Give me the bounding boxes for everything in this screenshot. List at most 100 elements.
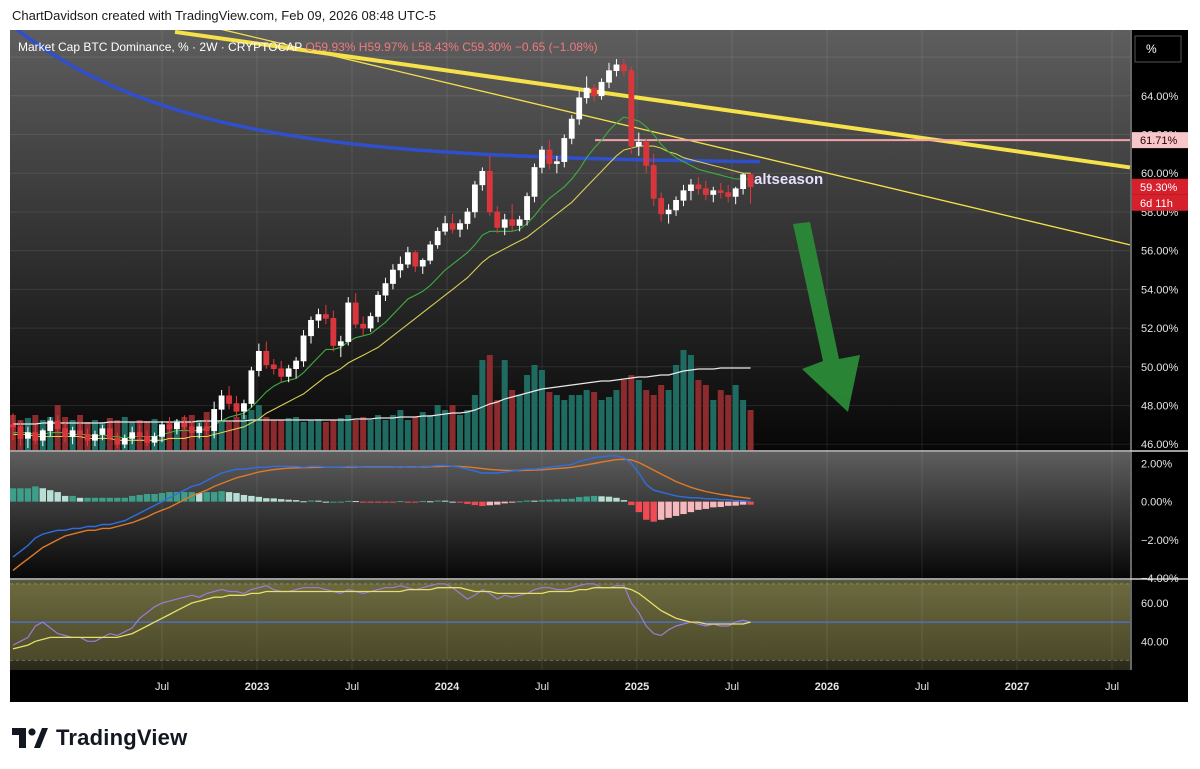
candle-body (390, 269, 396, 284)
volume-bar (293, 417, 300, 450)
candle-body (375, 294, 381, 317)
macd-histogram (10, 486, 754, 522)
candle-body (702, 188, 709, 195)
time-tick-label: Jul (1105, 681, 1119, 693)
macd-histogram-bar (508, 501, 516, 503)
candle-body (293, 360, 299, 370)
candle (635, 132, 642, 156)
macd-tick-label: 0.00% (1141, 497, 1172, 509)
rsi-ma-line (12, 587, 751, 650)
last-price-badge: 59.30% (1140, 182, 1178, 194)
volume-bar (471, 395, 478, 450)
macd-histogram-bar (449, 501, 456, 503)
candle-body (620, 64, 627, 71)
bar-countdown-badge: 6d 11h (1140, 198, 1173, 210)
macd-histogram-bar (330, 501, 337, 503)
candle (278, 360, 285, 383)
volume-bar (270, 420, 277, 450)
macd-histogram-bar (456, 501, 464, 503)
candle-body (524, 196, 530, 220)
candle (181, 415, 188, 431)
candle (337, 335, 344, 358)
volume-bar (479, 360, 486, 450)
volume-bar (583, 390, 590, 450)
candle (710, 186, 717, 203)
ohlc-open: O59.93% (305, 40, 358, 54)
time-tick-label: Jul (535, 681, 549, 693)
candle-body (531, 167, 538, 197)
candle-body (337, 341, 344, 346)
macd-histogram-bar (389, 501, 397, 503)
volume-bar (576, 395, 583, 450)
candle (367, 312, 374, 332)
macd-histogram-bar (605, 496, 613, 502)
candle-body (598, 81, 605, 97)
candle (47, 417, 54, 437)
candle-body (710, 190, 717, 195)
chart-frame[interactable]: altseason Market Cap BTC Dominance, % · 2… (10, 30, 1188, 702)
volume-bar (606, 397, 612, 450)
candle (397, 256, 404, 278)
macd-histogram-bar (501, 501, 508, 504)
candle (54, 415, 61, 433)
candle (576, 90, 583, 125)
volume-bar (732, 385, 739, 450)
volume-bar (248, 410, 255, 450)
volume-bar (449, 405, 456, 450)
macd-histogram-bar (687, 501, 695, 513)
candle (188, 420, 195, 437)
volume-bar (457, 415, 463, 450)
candle (628, 66, 635, 154)
candle-body (606, 70, 612, 83)
time-tick-label: 2025 (625, 681, 649, 693)
volume-bar (352, 420, 359, 450)
tradingview-chart[interactable]: altseason Market Cap BTC Dominance, % · 2… (10, 30, 1188, 702)
candle (315, 308, 322, 329)
macd-histogram-bar (106, 497, 114, 502)
volume-bar (330, 420, 337, 450)
volume-bar (382, 420, 389, 450)
macd-tick-label: −4.00% (1141, 573, 1179, 585)
candle-body (308, 320, 314, 337)
candle-body (680, 190, 687, 201)
price-tick-label: 48.00% (1141, 400, 1179, 412)
candle (39, 428, 46, 447)
macd-histogram-bar (441, 500, 449, 502)
tradingview-logo[interactable]: TradingView (12, 724, 187, 752)
time-axis-background (10, 671, 1188, 702)
macd-histogram-bar (121, 497, 128, 502)
candle-body (285, 368, 292, 377)
candle-body (509, 219, 516, 226)
candle-body (270, 364, 277, 370)
candle (524, 192, 530, 226)
macd-histogram-bar (717, 501, 724, 507)
macd-histogram-bar (32, 486, 39, 502)
candle (106, 422, 113, 441)
candle (196, 422, 203, 439)
macd-histogram-bar (695, 501, 702, 510)
macd-histogram-bar (300, 501, 307, 503)
ohlc-close: C59.30% (462, 40, 515, 54)
macd-histogram-bar (359, 501, 367, 503)
candle (226, 386, 232, 410)
volume-bar (680, 350, 687, 450)
candle (606, 62, 612, 89)
macd-histogram-bar (76, 497, 84, 502)
percent-scale-button[interactable]: % (1134, 35, 1182, 63)
percent-button-frame (1134, 35, 1182, 63)
price-tick-label: 64.00% (1141, 91, 1179, 103)
candle (129, 426, 136, 445)
macd-histogram-bar (590, 495, 598, 502)
time-tick-label: Jul (345, 681, 359, 693)
candle-body (434, 230, 441, 246)
candle (665, 204, 672, 224)
macd-histogram-bar (240, 494, 248, 502)
volume-bar (702, 385, 709, 450)
candle-body (583, 87, 590, 99)
candle-body (539, 149, 545, 168)
candle (509, 204, 516, 232)
macd-histogram-bar (54, 492, 61, 502)
candle-body (345, 302, 352, 342)
candle-body (725, 192, 732, 197)
macd-tick-label: −2.00% (1141, 535, 1179, 547)
